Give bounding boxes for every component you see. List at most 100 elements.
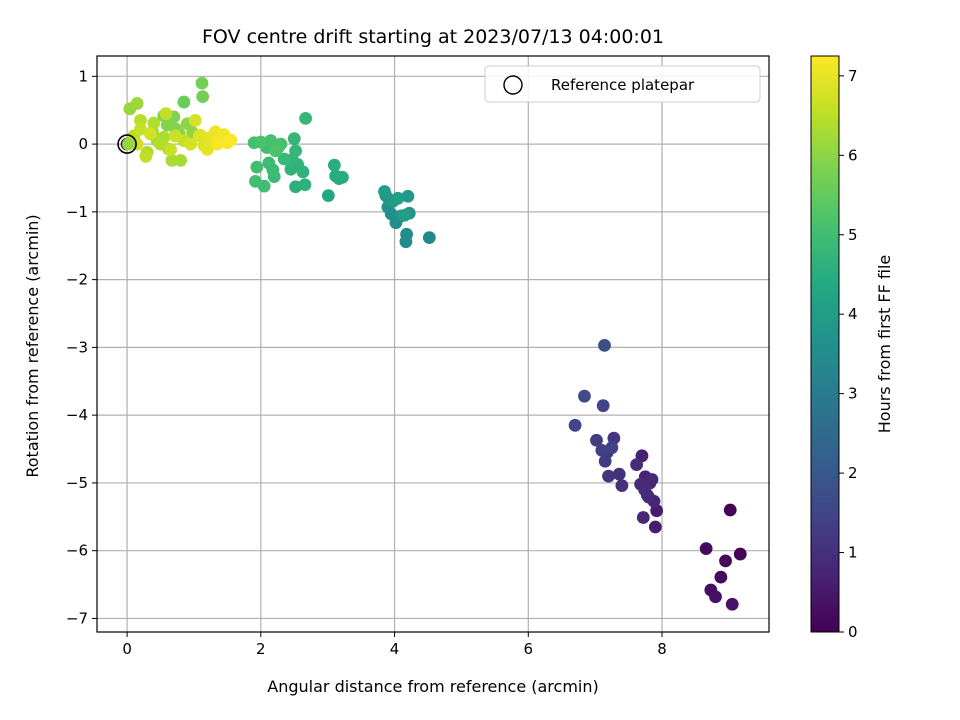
- scatter-point: [269, 144, 282, 158]
- scatter-point: [250, 160, 264, 174]
- x-tick-label: 2: [256, 640, 266, 658]
- x-tick-label: 0: [122, 640, 132, 658]
- scatter-point: [615, 479, 629, 493]
- scatter-point: [709, 590, 722, 604]
- scatter-point: [139, 149, 153, 163]
- scatter-point: [378, 185, 391, 198]
- scatter-point: [596, 399, 610, 413]
- scatter-point: [299, 111, 313, 125]
- legend-box: [484, 65, 761, 103]
- y-tick-label: −6: [66, 542, 88, 560]
- colorbar-tick-label: 6: [848, 146, 858, 164]
- legend-entry-label: Reference platepar: [551, 76, 695, 94]
- scatter-point: [335, 170, 349, 184]
- scatter-point: [254, 135, 268, 149]
- scatter-point: [287, 132, 301, 146]
- scatter-point: [648, 520, 662, 534]
- colorbar-tick-label: 7: [848, 67, 858, 85]
- scatter-point: [210, 137, 224, 151]
- y-tick-label: −1: [66, 203, 88, 221]
- colorbar-tick-label: 4: [848, 305, 858, 323]
- y-tick-label: −7: [66, 609, 88, 627]
- scatter-point: [400, 227, 413, 241]
- scatter-point: [605, 441, 619, 455]
- scatter-point: [154, 137, 167, 151]
- colorbar-ticks: 0 1 2 3 4 5 6 7: [839, 67, 858, 641]
- scatter-point: [188, 113, 202, 127]
- scatter-point: [321, 189, 335, 202]
- colorbar-gradient: [810, 55, 840, 633]
- scatter-point: [598, 454, 612, 468]
- scatter-point: [699, 542, 713, 556]
- scatter-point: [401, 189, 415, 203]
- scatter-point: [578, 389, 591, 403]
- scatter-point: [733, 547, 747, 561]
- scatter-point: [195, 76, 209, 90]
- scatter-point: [636, 511, 650, 524]
- scatter-point: [192, 129, 206, 143]
- scatter-point: [277, 152, 291, 166]
- legend: Reference platepar: [484, 65, 761, 103]
- scatter-point: [598, 338, 611, 352]
- scatter-point: [168, 129, 182, 143]
- data-points: [120, 76, 747, 611]
- scatter-point: [630, 458, 644, 472]
- scatter-point: [602, 469, 615, 483]
- y-tick-label: −4: [66, 406, 88, 424]
- grid: [97, 56, 769, 632]
- scatter-point: [147, 116, 161, 130]
- colorbar-tick-label: 1: [848, 544, 858, 562]
- scatter-point: [134, 122, 147, 136]
- scatter-point: [398, 208, 411, 222]
- y-tick-label: −3: [66, 338, 88, 356]
- y-tick-label: 1: [78, 67, 88, 85]
- scatter-point: [134, 113, 147, 127]
- scatter-point: [327, 158, 341, 172]
- colorbar-tick-label: 3: [848, 385, 858, 403]
- y-axis-ticks: 1 0 −1 −2 −3 −4 −5 −6 −7: [66, 67, 97, 627]
- colorbar-tick-label: 0: [848, 623, 858, 641]
- scatter-point: [298, 178, 312, 192]
- scatter-point: [184, 137, 198, 151]
- x-tick-label: 6: [524, 640, 534, 658]
- scatter-point: [164, 143, 177, 156]
- scatter-point: [638, 483, 652, 497]
- legend-marker-reference: [503, 75, 523, 95]
- scatter-point: [264, 134, 278, 148]
- scatter-point: [391, 191, 405, 205]
- scatter-point: [165, 153, 179, 167]
- scatter-point: [144, 127, 157, 141]
- scatter-point: [122, 137, 135, 151]
- x-axis-label: Angular distance from reference (arcmin): [267, 677, 598, 696]
- scatter-point: [249, 174, 262, 188]
- y-axis-label: Rotation from reference (arcmin): [23, 214, 42, 477]
- y-tick-label: 0: [78, 135, 88, 153]
- scatter-point: [159, 107, 173, 120]
- scatter-point: [130, 97, 144, 110]
- y-tick-label: −5: [66, 474, 88, 492]
- scatter-point: [719, 554, 732, 568]
- colorbar-tick-label: 5: [848, 226, 858, 244]
- scatter-point: [262, 156, 276, 170]
- scatter-point: [200, 143, 214, 156]
- x-axis-ticks: 0 2 4 6 8: [122, 632, 667, 658]
- scatter-point: [289, 144, 302, 158]
- scatter-point: [645, 473, 659, 486]
- scatter-point: [196, 90, 210, 104]
- colorbar: 0 1 2 3 4 5 6 7 Hours from first FF file: [810, 55, 894, 641]
- scatter-point: [723, 503, 737, 517]
- scatter-point: [714, 570, 728, 584]
- x-tick-label: 8: [657, 640, 667, 658]
- scatter-point: [568, 418, 582, 432]
- scatter-point: [595, 443, 609, 457]
- scatter-point: [612, 467, 626, 481]
- scatter-point: [725, 597, 739, 611]
- x-tick-label: 4: [390, 640, 400, 658]
- scatter-point: [177, 95, 191, 109]
- reference-marker: [117, 134, 137, 154]
- plot-area-frame: [96, 55, 770, 633]
- colorbar-tick-label: 2: [848, 464, 858, 482]
- scatter-point: [224, 133, 238, 147]
- colorbar-label: Hours from first FF file: [875, 255, 894, 434]
